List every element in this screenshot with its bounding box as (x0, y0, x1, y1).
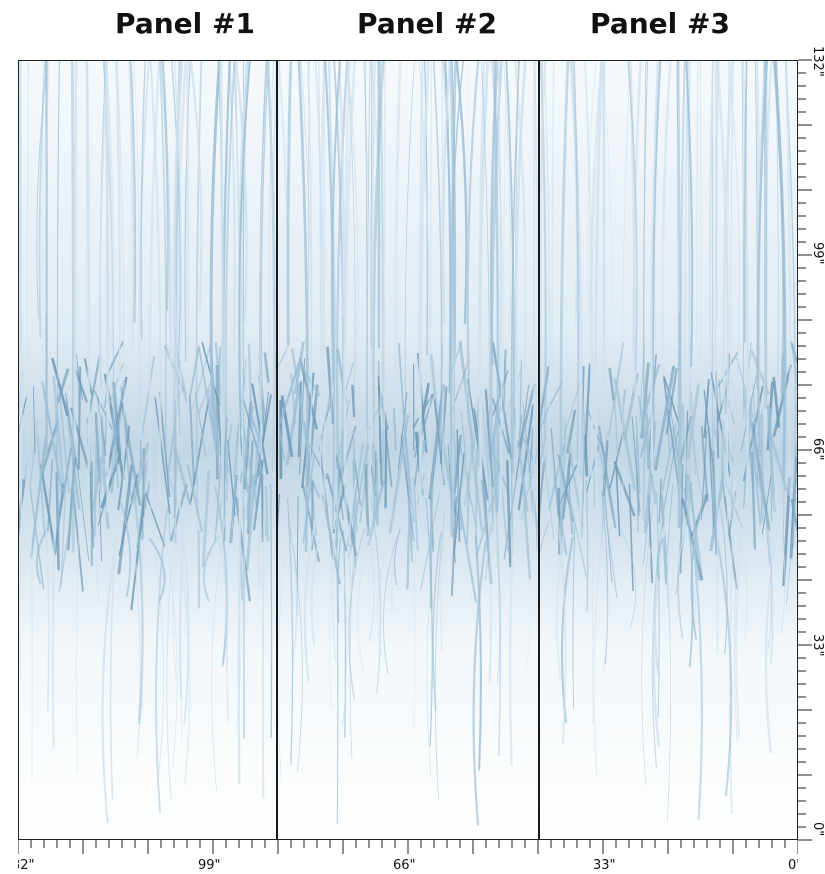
panel-divider-2 (538, 61, 540, 839)
right-ruler-label: 99" (810, 242, 825, 265)
bottom-ruler-label: 99" (198, 858, 221, 873)
bottom-ruler-label: 0' (788, 858, 798, 873)
panel-3-title: Panel #3 (590, 7, 730, 40)
bottom-ruler-label: 66" (393, 858, 416, 873)
right-ruler-label: 33" (810, 634, 825, 657)
right-ruler-label: 66" (810, 438, 825, 461)
right-ruler: 132" 99" 66" 33" 0" (798, 46, 825, 841)
panel-divider-1 (276, 61, 278, 839)
bottom-ruler-label: 33" (593, 858, 616, 873)
right-ruler-label: 0" (810, 822, 825, 836)
wallpaper-preview (18, 60, 798, 840)
right-ruler-label: 132" (810, 46, 825, 77)
panel-1-artwork (19, 61, 277, 839)
panel-1-title: Panel #1 (115, 7, 255, 40)
panel-3-artwork (539, 61, 797, 839)
panel-2-artwork (277, 61, 539, 839)
bottom-ruler-label: 32" (18, 858, 35, 873)
bottom-ruler: 32" 99" 66" 33" 0' (18, 840, 798, 873)
panel-2-title: Panel #2 (357, 7, 497, 40)
